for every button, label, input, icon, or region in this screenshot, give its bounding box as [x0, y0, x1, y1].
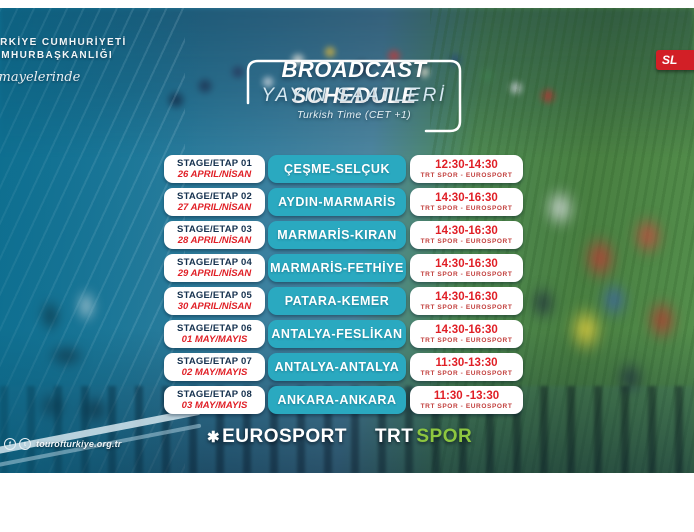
patronage-script-text: himayelerinde [0, 70, 81, 85]
schedule-row: STAGE/ETAP 02 27 APRIL/NİSAN AYDIN-MARMA… [164, 188, 523, 216]
broadcast-channels: TRT SPOR - EUROSPORT [420, 336, 513, 344]
government-line2: CUMHURBAŞKANLIĞI [0, 50, 114, 61]
stage-pill: STAGE/ETAP 08 03 MAY/MAYIS [164, 386, 265, 414]
broadcast-channels: TRT SPOR - EUROSPORT [420, 171, 513, 179]
broadcast-time: 11:30-13:30 [435, 356, 498, 369]
trt-spor-logo: TRT SPOR [375, 426, 472, 448]
route-pill: AYDIN-MARMARİS [268, 188, 406, 216]
stage-date: 02 MAY/MAYIS [181, 367, 248, 378]
time-pill: 11:30-13:30 TRT SPOR - EUROSPORT [410, 353, 523, 381]
schedule-row: STAGE/ETAP 04 29 APRIL/NİSAN MARMARİS-FE… [164, 254, 523, 282]
stage-date: 03 MAY/MAYIS [181, 400, 248, 411]
time-pill: 14:30-16:30 TRT SPOR - EUROSPORT [410, 254, 523, 282]
broadcast-time: 11:30 -13:30 [433, 389, 500, 402]
route-pill: ÇEŞME-SELÇUK [268, 155, 406, 183]
schedule-rows: STAGE/ETAP 01 26 APRIL/NİSAN ÇEŞME-SELÇU… [164, 155, 523, 419]
page-title: BROADCAST SCHEDULE [281, 57, 427, 108]
stage-pill: STAGE/ETAP 02 27 APRIL/NİSAN [164, 188, 265, 216]
stage-pill: STAGE/ETAP 04 29 APRIL/NİSAN [164, 254, 265, 282]
broadcast-time: 14:30-16:30 [435, 257, 498, 270]
time-pill: 14:30-16:30 TRT SPOR - EUROSPORT [410, 320, 523, 348]
route-pill: ANTALYA-FESLİKAN [268, 320, 406, 348]
broadcast-time: 12:30-14:30 [435, 158, 498, 171]
broadcast-time: 14:30-16:30 [435, 191, 498, 204]
stage-label: STAGE/ETAP 08 [177, 389, 252, 400]
route-label: MARMARİS-KIRAN [277, 228, 397, 242]
website-block: f t tourofturkiye.org.tr [4, 438, 122, 450]
route-pill: MARMARİS-KIRAN [268, 221, 406, 249]
stage-pill: STAGE/ETAP 01 26 APRIL/NİSAN [164, 155, 265, 183]
government-patronage-text: TÜRKİYE CUMHURİYETİ CUMHURBAŞKANLIĞI [0, 36, 127, 62]
schedule-row: STAGE/ETAP 05 30 APRIL/NİSAN PATARA-KEME… [164, 287, 523, 315]
stage-label: STAGE/ETAP 02 [177, 191, 252, 202]
schedule-row: STAGE/ETAP 08 03 MAY/MAYIS ANKARA-ANKARA… [164, 386, 523, 414]
route-label: MARMARİS-FETHİYE [270, 261, 404, 275]
broadcast-channels: TRT SPOR - EUROSPORT [420, 237, 513, 245]
time-pill: 14:30-16:30 TRT SPOR - EUROSPORT [410, 287, 523, 315]
eurosport-logo-text: EUROSPORT [222, 426, 347, 447]
government-line1: TÜRKİYE CUMHURİYETİ [0, 37, 127, 48]
time-pill: 12:30-14:30 TRT SPOR - EUROSPORT [410, 155, 523, 183]
route-label: ANKARA-ANKARA [277, 393, 397, 407]
route-label: PATARA-KEMER [284, 294, 390, 308]
schedule-row: STAGE/ETAP 01 26 APRIL/NİSAN ÇEŞME-SELÇU… [164, 155, 523, 183]
route-pill: ANTALYA-ANTALYA [268, 353, 406, 381]
eurosport-star-icon: ✱ [207, 429, 221, 446]
schedule-row: STAGE/ETAP 03 28 APRIL/NİSAN MARMARİS-KI… [164, 221, 523, 249]
time-pill: 14:30-16:30 TRT SPOR - EUROSPORT [410, 221, 523, 249]
broadcast-channels: TRT SPOR - EUROSPORT [420, 402, 513, 410]
eurosport-logo: ✱ EUROSPORT [207, 426, 347, 448]
stage-pill: STAGE/ETAP 06 01 MAY/MAYIS [164, 320, 265, 348]
facebook-icon: f [4, 438, 16, 450]
broadcast-channels: TRT SPOR - EUROSPORT [420, 369, 513, 377]
stage-label: STAGE/ETAP 04 [177, 257, 252, 268]
trt-logo-text: TRT [374, 426, 414, 447]
broadcast-channels: TRT SPOR - EUROSPORT [420, 303, 513, 311]
broadcast-time: 14:30-16:30 [435, 323, 498, 336]
stage-date: 30 APRIL/NİSAN [177, 301, 252, 312]
route-pill: ANKARA-ANKARA [268, 386, 406, 414]
broadcast-channels: TRT SPOR - EUROSPORT [420, 204, 513, 212]
stage-label: STAGE/ETAP 05 [177, 290, 252, 301]
broadcaster-logos: ✱ EUROSPORT TRT SPOR [207, 426, 472, 448]
route-label: ANTALYA-FESLİKAN [271, 327, 403, 341]
time-pill: 14:30-16:30 TRT SPOR - EUROSPORT [410, 188, 523, 216]
stage-date: 27 APRIL/NİSAN [177, 202, 252, 213]
route-label: ANTALYA-ANTALYA [274, 360, 400, 374]
stage-label: STAGE/ETAP 01 [177, 158, 252, 169]
route-label: ÇEŞME-SELÇUK [283, 162, 390, 176]
stage-label: STAGE/ETAP 06 [177, 323, 252, 334]
broadcast-channels: TRT SPOR - EUROSPORT [420, 270, 513, 278]
schedule-row: STAGE/ETAP 07 02 MAY/MAYIS ANTALYA-ANTAL… [164, 353, 523, 381]
sponsor-logo: SL [656, 50, 694, 70]
route-label: AYDIN-MARMARİS [278, 195, 396, 209]
stage-date: 29 APRIL/NİSAN [177, 268, 252, 279]
stage-date: 28 APRIL/NİSAN [177, 235, 252, 246]
stage-pill: STAGE/ETAP 07 02 MAY/MAYIS [164, 353, 265, 381]
sponsor-logo-text: SL [662, 53, 678, 67]
broadcast-time: 14:30-16:30 [435, 224, 498, 237]
timezone-note: Turkish Time (CET +1) [297, 109, 411, 121]
spor-logo-text: SPOR [416, 426, 473, 447]
route-pill: MARMARİS-FETHİYE [268, 254, 406, 282]
schedule-row: STAGE/ETAP 06 01 MAY/MAYIS ANTALYA-FESLİ… [164, 320, 523, 348]
stage-date: 01 MAY/MAYIS [181, 334, 248, 345]
page-subtitle: YAYIN SAATLERİ [261, 85, 447, 106]
stage-label: STAGE/ETAP 03 [177, 224, 252, 235]
website-url: tourofturkiye.org.tr [36, 439, 122, 449]
stage-pill: STAGE/ETAP 05 30 APRIL/NİSAN [164, 287, 265, 315]
stage-date: 26 APRIL/NİSAN [177, 169, 252, 180]
time-pill: 11:30 -13:30 TRT SPOR - EUROSPORT [410, 386, 523, 414]
stage-label: STAGE/ETAP 07 [177, 356, 252, 367]
route-pill: PATARA-KEMER [268, 287, 406, 315]
broadcast-time: 14:30-16:30 [435, 290, 498, 303]
twitter-icon: t [19, 438, 31, 450]
stage-pill: STAGE/ETAP 03 28 APRIL/NİSAN [164, 221, 265, 249]
header-bracket-frame [246, 59, 462, 133]
